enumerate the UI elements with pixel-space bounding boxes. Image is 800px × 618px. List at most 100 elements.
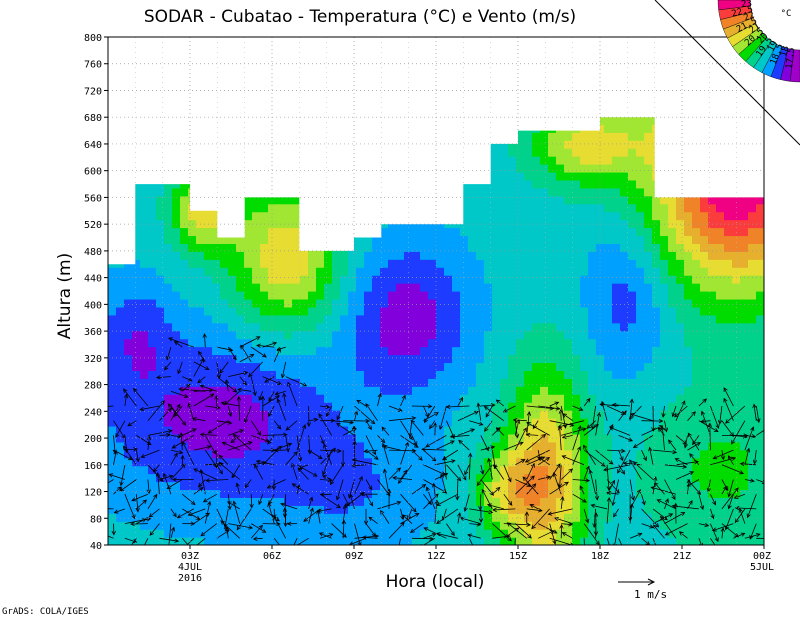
field-cell	[596, 314, 605, 324]
field-cell	[548, 243, 557, 252]
field-cell	[164, 251, 173, 260]
field-cell	[284, 513, 293, 522]
field-cell	[452, 338, 461, 348]
field-cell	[620, 203, 629, 213]
field-cell	[628, 537, 637, 545]
field-cell	[356, 521, 365, 530]
field-cell	[244, 346, 253, 356]
field-cell	[412, 457, 421, 467]
field-cell	[564, 521, 573, 530]
field-cell	[500, 251, 509, 260]
field-cell	[260, 338, 269, 348]
field-cell	[548, 370, 557, 379]
field-cell	[348, 465, 357, 475]
field-cell	[708, 259, 717, 268]
field-cell	[244, 465, 253, 475]
field-cell	[500, 275, 509, 284]
field-cell	[500, 211, 509, 221]
field-cell	[636, 449, 645, 459]
field-cell	[180, 267, 189, 276]
field-cell	[252, 394, 261, 403]
field-cell	[644, 521, 653, 530]
field-cell	[324, 537, 333, 545]
field-cell	[564, 410, 573, 419]
field-cell	[268, 203, 277, 213]
field-cell	[668, 505, 677, 514]
field-cell	[668, 251, 677, 260]
field-cell	[604, 513, 613, 522]
field-cell	[196, 291, 205, 300]
field-cell	[228, 362, 237, 371]
field-cell	[500, 179, 509, 189]
field-cell	[148, 251, 157, 260]
field-cell	[396, 362, 405, 371]
field-cell	[332, 425, 341, 435]
field-cell	[452, 370, 461, 379]
field-cell	[516, 378, 525, 387]
field-cell	[236, 425, 245, 435]
field-cell	[212, 275, 221, 284]
field-cell	[508, 243, 517, 252]
field-cell	[108, 330, 117, 340]
field-cell	[660, 275, 669, 284]
field-cell	[628, 251, 637, 260]
field-cell	[148, 449, 157, 459]
field-cell	[700, 457, 709, 467]
field-cell	[172, 505, 181, 514]
field-cell	[228, 537, 237, 545]
field-cell	[516, 156, 525, 165]
field-cell	[220, 410, 229, 419]
field-cell	[644, 291, 653, 300]
field-cell	[516, 140, 525, 149]
field-cell	[612, 505, 621, 514]
field-cell	[284, 489, 293, 498]
field-cell	[244, 203, 253, 213]
field-cell	[724, 465, 733, 475]
field-cell	[540, 187, 549, 197]
field-cell	[252, 441, 261, 451]
field-cell	[244, 370, 253, 379]
field-cell	[308, 449, 317, 459]
field-cell	[372, 235, 381, 244]
field-cell	[180, 481, 189, 491]
field-cell	[660, 473, 669, 483]
field-cell	[452, 235, 461, 244]
field-cell	[692, 203, 701, 213]
field-cell	[412, 378, 421, 387]
field-cell	[476, 473, 485, 483]
field-cell	[164, 465, 173, 475]
field-cell	[596, 298, 605, 308]
field-cell	[140, 251, 149, 260]
field-cell	[212, 378, 221, 387]
field-cell	[556, 148, 565, 157]
field-cell	[548, 187, 557, 197]
field-cell	[236, 314, 245, 324]
field-cell	[436, 529, 445, 538]
field-cell	[468, 441, 477, 451]
field-cell	[284, 410, 293, 419]
field-cell	[292, 211, 301, 221]
field-cell	[292, 306, 301, 316]
field-cell	[292, 489, 301, 498]
field-cell	[604, 425, 613, 435]
field-cell	[588, 473, 597, 483]
field-cell	[716, 402, 725, 411]
field-cell	[340, 314, 349, 324]
field-cell	[580, 418, 589, 427]
field-cell	[620, 370, 629, 379]
field-cell	[284, 370, 293, 379]
field-cell	[668, 449, 677, 459]
field-cell	[612, 497, 621, 506]
field-cell	[244, 259, 253, 268]
field-cell	[580, 140, 589, 149]
field-cell	[700, 425, 709, 435]
field-cell	[140, 314, 149, 324]
field-cell	[676, 418, 685, 427]
field-cell	[508, 378, 517, 387]
field-cell	[436, 410, 445, 419]
field-cell	[444, 489, 453, 498]
field-cell	[628, 386, 637, 395]
field-cell	[180, 529, 189, 538]
field-cell	[260, 195, 269, 205]
field-cell	[372, 298, 381, 308]
